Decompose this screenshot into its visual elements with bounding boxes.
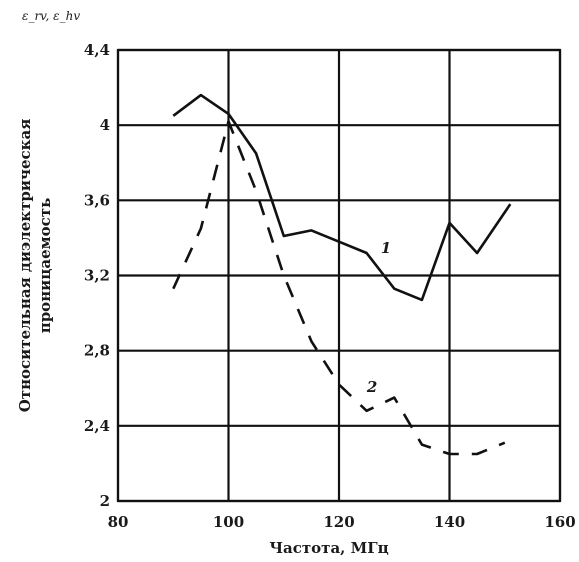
y-tick-label: 4,4 xyxy=(84,41,110,59)
series-layer: 12 xyxy=(172,93,512,456)
y-tick-labels: 2 2,4 2,8 3,2 3,6 4 4,4 xyxy=(84,41,110,510)
x-tick-label: 120 xyxy=(323,513,354,531)
series-2-tag: 2 xyxy=(366,378,377,396)
x-tick-label: 80 xyxy=(108,513,129,531)
grid xyxy=(116,48,562,503)
x-tick-labels: 80 100 120 140 160 xyxy=(108,513,576,531)
corner-symbol-label: ε_rv, ε_hv xyxy=(22,9,80,23)
y-tick-label: 2,8 xyxy=(84,342,110,360)
x-tick-label: 140 xyxy=(434,513,465,531)
y-tick-label: 3,6 xyxy=(84,191,110,209)
y-tick-label: 2,4 xyxy=(84,417,110,435)
y-axis-label-line-2: проницаемость xyxy=(36,198,54,334)
series-1-tag: 1 xyxy=(381,239,391,257)
axis-labels: ε_rv, ε_hv Частота, МГц Относительная ди… xyxy=(16,9,389,557)
x-tick-label: 160 xyxy=(544,513,575,531)
x-axis-label: Частота, МГц xyxy=(269,539,388,557)
y-tick-label: 4 xyxy=(100,116,110,134)
y-tick-label: 2 xyxy=(100,492,110,510)
y-axis-label-line-1: Относительная диэлектрическая xyxy=(16,119,34,413)
x-tick-label: 100 xyxy=(213,513,244,531)
y-tick-label: 3,2 xyxy=(84,267,110,285)
